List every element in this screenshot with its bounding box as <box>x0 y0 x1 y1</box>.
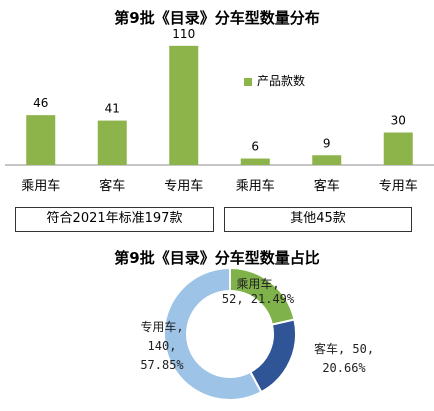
x-tick-label: 专用车 <box>379 178 418 194</box>
bar-value-label: 6 <box>251 140 259 154</box>
donut-data-label: 52, 21.49% <box>222 292 295 306</box>
bar-value-label: 30 <box>391 114 406 128</box>
bar <box>169 45 199 166</box>
donut-data-label: 客车, 50, <box>314 341 374 356</box>
bar-value-label: 41 <box>105 102 120 116</box>
donut-data-label: 20.66% <box>322 361 366 375</box>
x-tick-label: 乘用车 <box>236 178 275 194</box>
donut-data-label: 140, <box>148 339 177 353</box>
donut-data-label: 专用车, <box>140 319 183 334</box>
bar-value-label: 9 <box>323 136 331 150</box>
donut-slice <box>249 318 297 394</box>
x-tick-label: 客车 <box>99 178 125 194</box>
x-tick-label: 客车 <box>314 178 340 194</box>
bar <box>26 115 56 165</box>
x-tick-label: 乘用车 <box>21 178 60 194</box>
bar <box>240 158 270 165</box>
bar <box>312 155 342 165</box>
x-tick-label: 专用车 <box>164 178 203 194</box>
bar <box>97 120 127 165</box>
legend-swatch <box>244 77 252 86</box>
group-label-standard-2021: 符合2021年标准197款 <box>15 207 214 232</box>
bar-chart-title: 第9批《目录》分车型数量分布 <box>114 9 320 27</box>
donut-data-label: 57.85% <box>140 358 184 372</box>
bar-legend: 产品款数 <box>244 72 305 89</box>
legend-label: 产品款数 <box>257 74 306 88</box>
donut-slice <box>163 266 263 401</box>
group-label-other: 其他45款 <box>224 207 412 232</box>
donut-chart-title: 第9批《目录》分车型数量占比 <box>114 249 320 267</box>
donut-data-label: 乘用车, <box>236 276 279 291</box>
bar <box>383 132 413 165</box>
bar-value-label: 46 <box>33 96 48 110</box>
bar-value-label: 110 <box>172 27 195 41</box>
